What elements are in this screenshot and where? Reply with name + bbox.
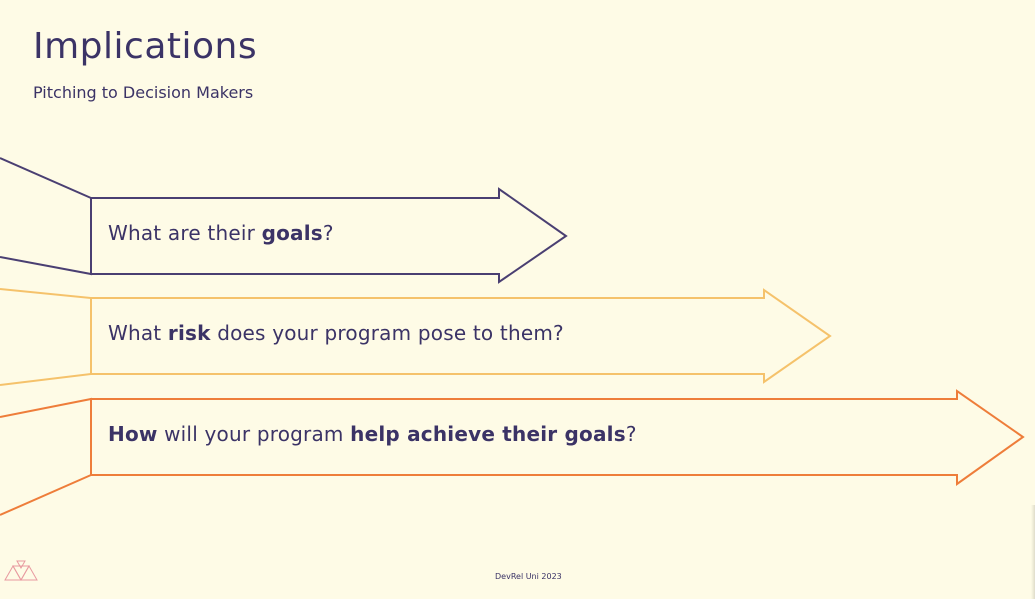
arrow-text-risk: What risk does your program pose to them…	[108, 321, 564, 345]
arrow-text-goals-part-3: ?	[322, 221, 334, 245]
arrow-text-goals-part-2: goals	[261, 221, 323, 245]
arrow-text-risk-part-2: risk	[167, 321, 211, 345]
arrow-help-achieve	[0, 389, 1025, 516]
devrel-uni-logo-icon	[4, 560, 38, 582]
arrow-text-help-part-2: will your program	[157, 422, 351, 446]
arrow-text-help-achieve: How will your program help achieve their…	[108, 422, 637, 446]
arrow-text-help-part-3: help achieve their goals	[350, 422, 626, 446]
edge-shadow	[1031, 505, 1035, 599]
arrow-text-goals-part-1: What are their	[108, 221, 262, 245]
arrow-risk	[0, 288, 832, 386]
arrow-text-risk-part-1: What	[108, 321, 168, 345]
page-title: Implications	[33, 26, 258, 67]
page-subtitle: Pitching to Decision Makers	[33, 83, 254, 102]
arrow-text-help-part-1: How	[108, 422, 158, 446]
arrow-text-risk-part-3: does your program pose to them?	[210, 321, 564, 345]
arrow-text-help-part-4: ?	[625, 422, 637, 446]
footer-text: DevRel Uni 2023	[495, 572, 562, 581]
arrow-goals	[0, 157, 568, 284]
arrow-text-goals: What are their goals?	[108, 221, 334, 245]
